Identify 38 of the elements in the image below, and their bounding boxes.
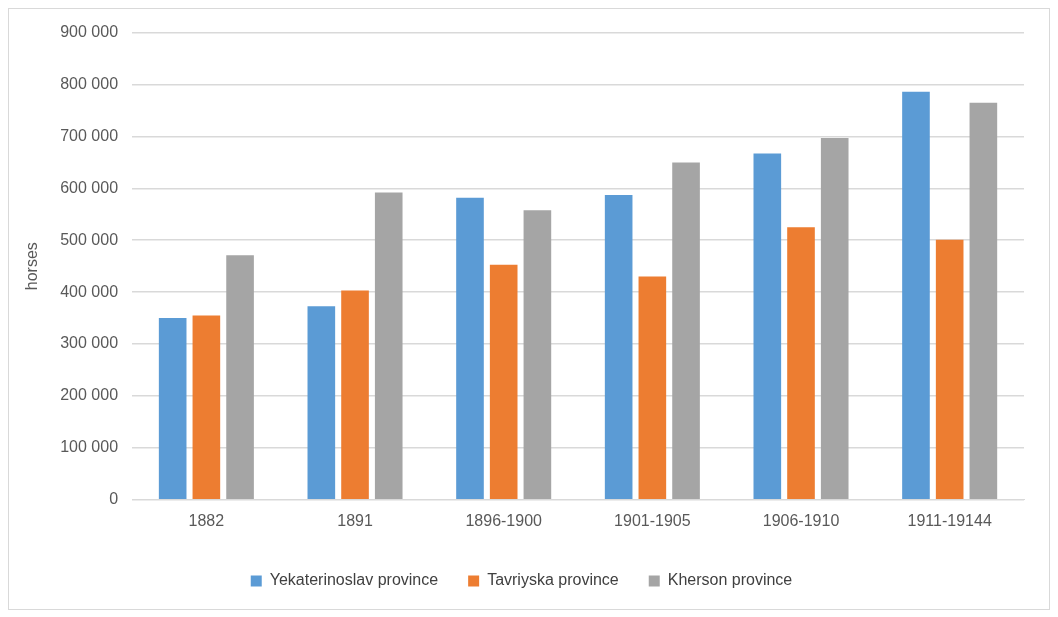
y-tick-label: 900 000	[60, 23, 119, 41]
x-tick-label: 1906-1910	[762, 511, 840, 529]
y-tick-label: 100 000	[60, 438, 119, 456]
bar	[341, 290, 369, 500]
x-tick-label: 1891	[337, 511, 373, 529]
bar	[374, 192, 403, 500]
bar	[935, 239, 964, 500]
y-tick-label: 600 000	[60, 178, 119, 196]
bar	[820, 137, 849, 500]
y-tick-label: 500 000	[60, 230, 119, 248]
y-tick-label: 0	[109, 490, 119, 508]
bar	[307, 306, 336, 500]
bar	[456, 197, 484, 500]
bar	[489, 264, 518, 500]
y-tick-label: 400 000	[60, 282, 119, 300]
bar	[787, 227, 815, 500]
y-tick-label: 800 000	[60, 74, 119, 92]
bar	[226, 255, 254, 500]
x-tick-label: 1901-1905	[614, 511, 691, 529]
bar	[523, 210, 552, 500]
bar	[902, 91, 930, 500]
y-tick-label: 700 000	[60, 126, 119, 144]
bar	[192, 315, 221, 500]
legend-label: Tavriyska province	[487, 571, 619, 589]
bar	[638, 276, 667, 500]
y-axis-title: horses	[23, 242, 41, 291]
bar	[672, 162, 700, 500]
bar	[158, 318, 187, 500]
bar	[604, 195, 633, 500]
bar	[969, 102, 998, 500]
x-tick-label: 1896-1900	[465, 511, 543, 529]
x-tick-label: 1882	[188, 511, 225, 529]
bar	[753, 153, 782, 500]
legend-label: Yekaterinoslav province	[269, 571, 439, 589]
y-tick-label: 300 000	[60, 334, 119, 352]
legend-label: Kherson province	[667, 571, 793, 589]
x-tick-label: 1911-19144	[907, 511, 992, 529]
y-tick-label: 200 000	[60, 386, 119, 404]
